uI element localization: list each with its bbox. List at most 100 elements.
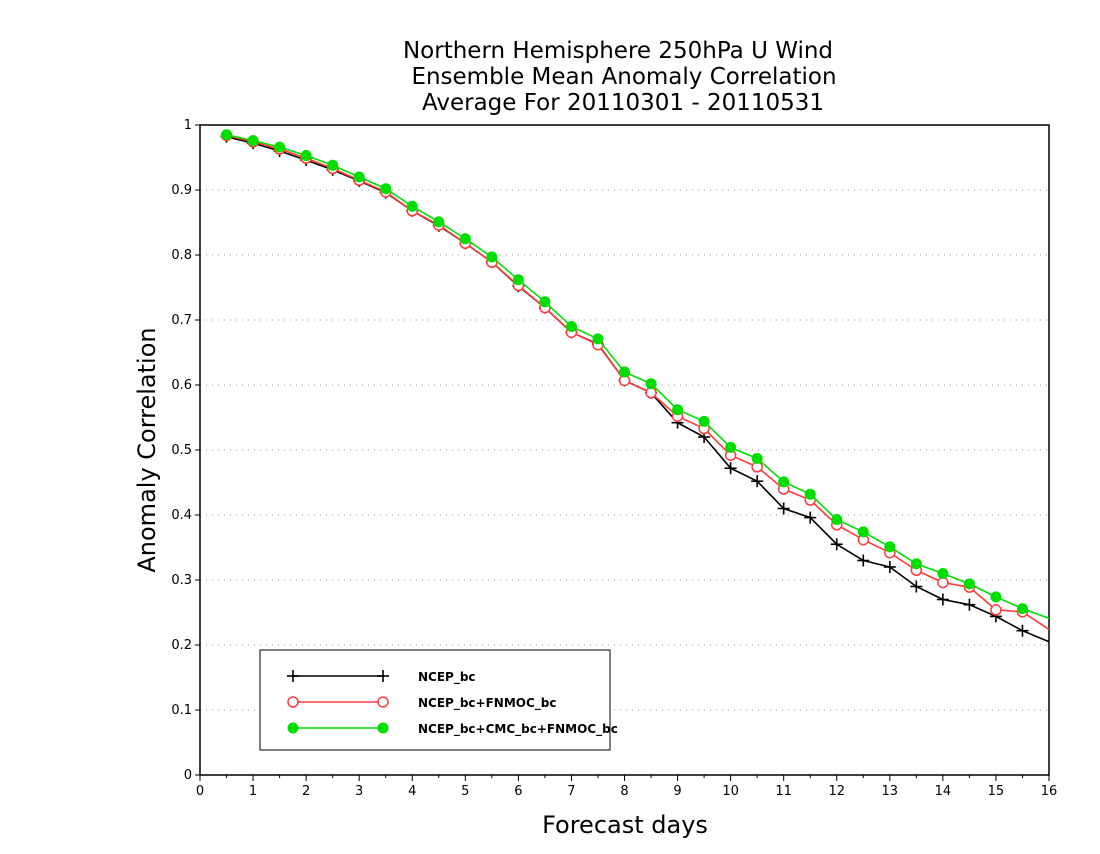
data-point <box>300 150 312 162</box>
legend-entry-0: NCEP_bc <box>287 670 476 685</box>
data-point <box>645 387 657 399</box>
x-tick-label: 9 <box>673 784 681 799</box>
x-tick-label: 16 <box>1041 784 1058 799</box>
legend-marker-end <box>377 696 389 708</box>
data-point <box>777 502 790 515</box>
data-point <box>619 366 630 378</box>
legend: NCEP_bc NCEP_bc+FNMOC_bc NCEP_bc+CMC_bc+FN… <box>259 649 618 751</box>
legend-marker-end <box>377 670 389 682</box>
legend-box <box>259 649 611 751</box>
gridlines <box>200 189 1049 711</box>
series-0 <box>220 130 1050 643</box>
x-tick-label: 10 <box>722 784 739 799</box>
x-tick-label: 8 <box>620 784 628 799</box>
x-tick-label: 13 <box>882 784 899 799</box>
y-tick-label: 0.2 <box>171 638 192 653</box>
data-point <box>433 216 445 228</box>
data-point <box>937 576 949 589</box>
legend-marker-end <box>377 722 389 734</box>
data-point <box>990 604 1002 616</box>
axes: 00.10.20.30.40.50.60.70.80.910 1 2 3 4 5 6 7 8 9 1… <box>171 118 1057 799</box>
data-point <box>353 171 365 183</box>
title-line-1: Northern Hemisphere 250hPa U Wind <box>403 38 833 64</box>
title-line-3: Average For 20110301 - 20110531 <box>422 90 824 116</box>
legend-marker-start <box>287 670 299 682</box>
data-point <box>247 135 259 147</box>
data-point <box>910 558 922 570</box>
x-tick-label: 14 <box>935 784 952 799</box>
y-tick-label: 0.5 <box>171 443 192 458</box>
data-point <box>724 462 737 475</box>
data-point <box>539 296 551 308</box>
data-point <box>857 526 869 538</box>
x-tick-label: 2 <box>302 784 310 799</box>
legend-label-0: NCEP_bc <box>418 670 476 685</box>
data-point <box>459 233 471 245</box>
y-tick-label: 0.9 <box>171 183 192 198</box>
y-tick-label: 0 <box>184 768 192 783</box>
series-line-2 <box>226 133 1050 620</box>
series-line-1 <box>226 134 1050 631</box>
data-point <box>831 514 843 526</box>
data-point <box>804 511 817 524</box>
data-point <box>830 538 843 551</box>
x-tick-label: 7 <box>567 784 575 799</box>
data-point <box>645 378 657 390</box>
y-axis-title: Anomaly Correlation <box>133 327 161 572</box>
data-point <box>1016 624 1029 637</box>
data-point <box>963 598 976 611</box>
y-tick-label: 0.6 <box>171 378 192 393</box>
legend-marker-start <box>287 696 299 708</box>
y-tick-label: 0.3 <box>171 573 192 588</box>
y-tick-label: 1 <box>184 118 192 133</box>
x-tick-label: 0 <box>196 784 204 799</box>
y-tick-label: 0.4 <box>171 508 192 523</box>
data-point <box>990 591 1002 603</box>
x-tick-label: 4 <box>408 784 416 799</box>
data-point <box>883 561 896 573</box>
data-point <box>1016 603 1028 615</box>
data-point <box>592 333 604 345</box>
legend-label-2: NCEP_bc+CMC_bc+FNMOC_bc <box>418 722 618 737</box>
x-tick-label: 15 <box>988 784 1005 799</box>
data-point <box>857 554 870 567</box>
data-point <box>565 321 577 332</box>
data-point <box>936 593 949 606</box>
legend-entry-1: NCEP_bc+FNMOC_bc <box>287 696 557 711</box>
x-axis-title: Forecast days <box>542 811 708 839</box>
data-point <box>751 452 763 464</box>
data-point <box>778 476 790 488</box>
series-layer <box>220 129 1050 643</box>
x-tick-label: 5 <box>461 784 469 799</box>
data-point <box>884 541 896 553</box>
data-point <box>804 488 816 500</box>
legend-marker-start <box>287 722 299 734</box>
data-point <box>963 578 975 590</box>
data-point <box>937 568 949 579</box>
data-point <box>406 200 418 212</box>
y-tick-label: 0.8 <box>171 248 192 263</box>
data-point <box>486 251 498 263</box>
data-point <box>221 129 233 141</box>
data-point <box>672 404 684 416</box>
x-tick-label: 12 <box>828 784 845 799</box>
series-line-0 <box>226 135 1050 643</box>
title-line-2: Ensemble Mean Anomaly Correlation <box>411 64 836 90</box>
legend-label-1: NCEP_bc+FNMOC_bc <box>418 696 557 711</box>
data-point <box>380 183 392 195</box>
series-2 <box>221 129 1050 620</box>
legend-entry-2: NCEP_bc+CMC_bc+FNMOC_bc <box>287 722 618 737</box>
data-point <box>512 274 524 286</box>
y-tick-label: 0.1 <box>171 703 192 718</box>
chart-title: Northern Hemisphere 250hPa U Wind Ensemb… <box>403 38 837 116</box>
data-point <box>725 441 737 453</box>
x-tick-label: 6 <box>514 784 522 799</box>
data-point <box>327 159 339 171</box>
x-tick-label: 1 <box>249 784 257 799</box>
data-point <box>751 475 764 488</box>
x-tick-label: 11 <box>775 784 792 799</box>
data-point <box>274 141 286 153</box>
data-point <box>910 580 923 593</box>
